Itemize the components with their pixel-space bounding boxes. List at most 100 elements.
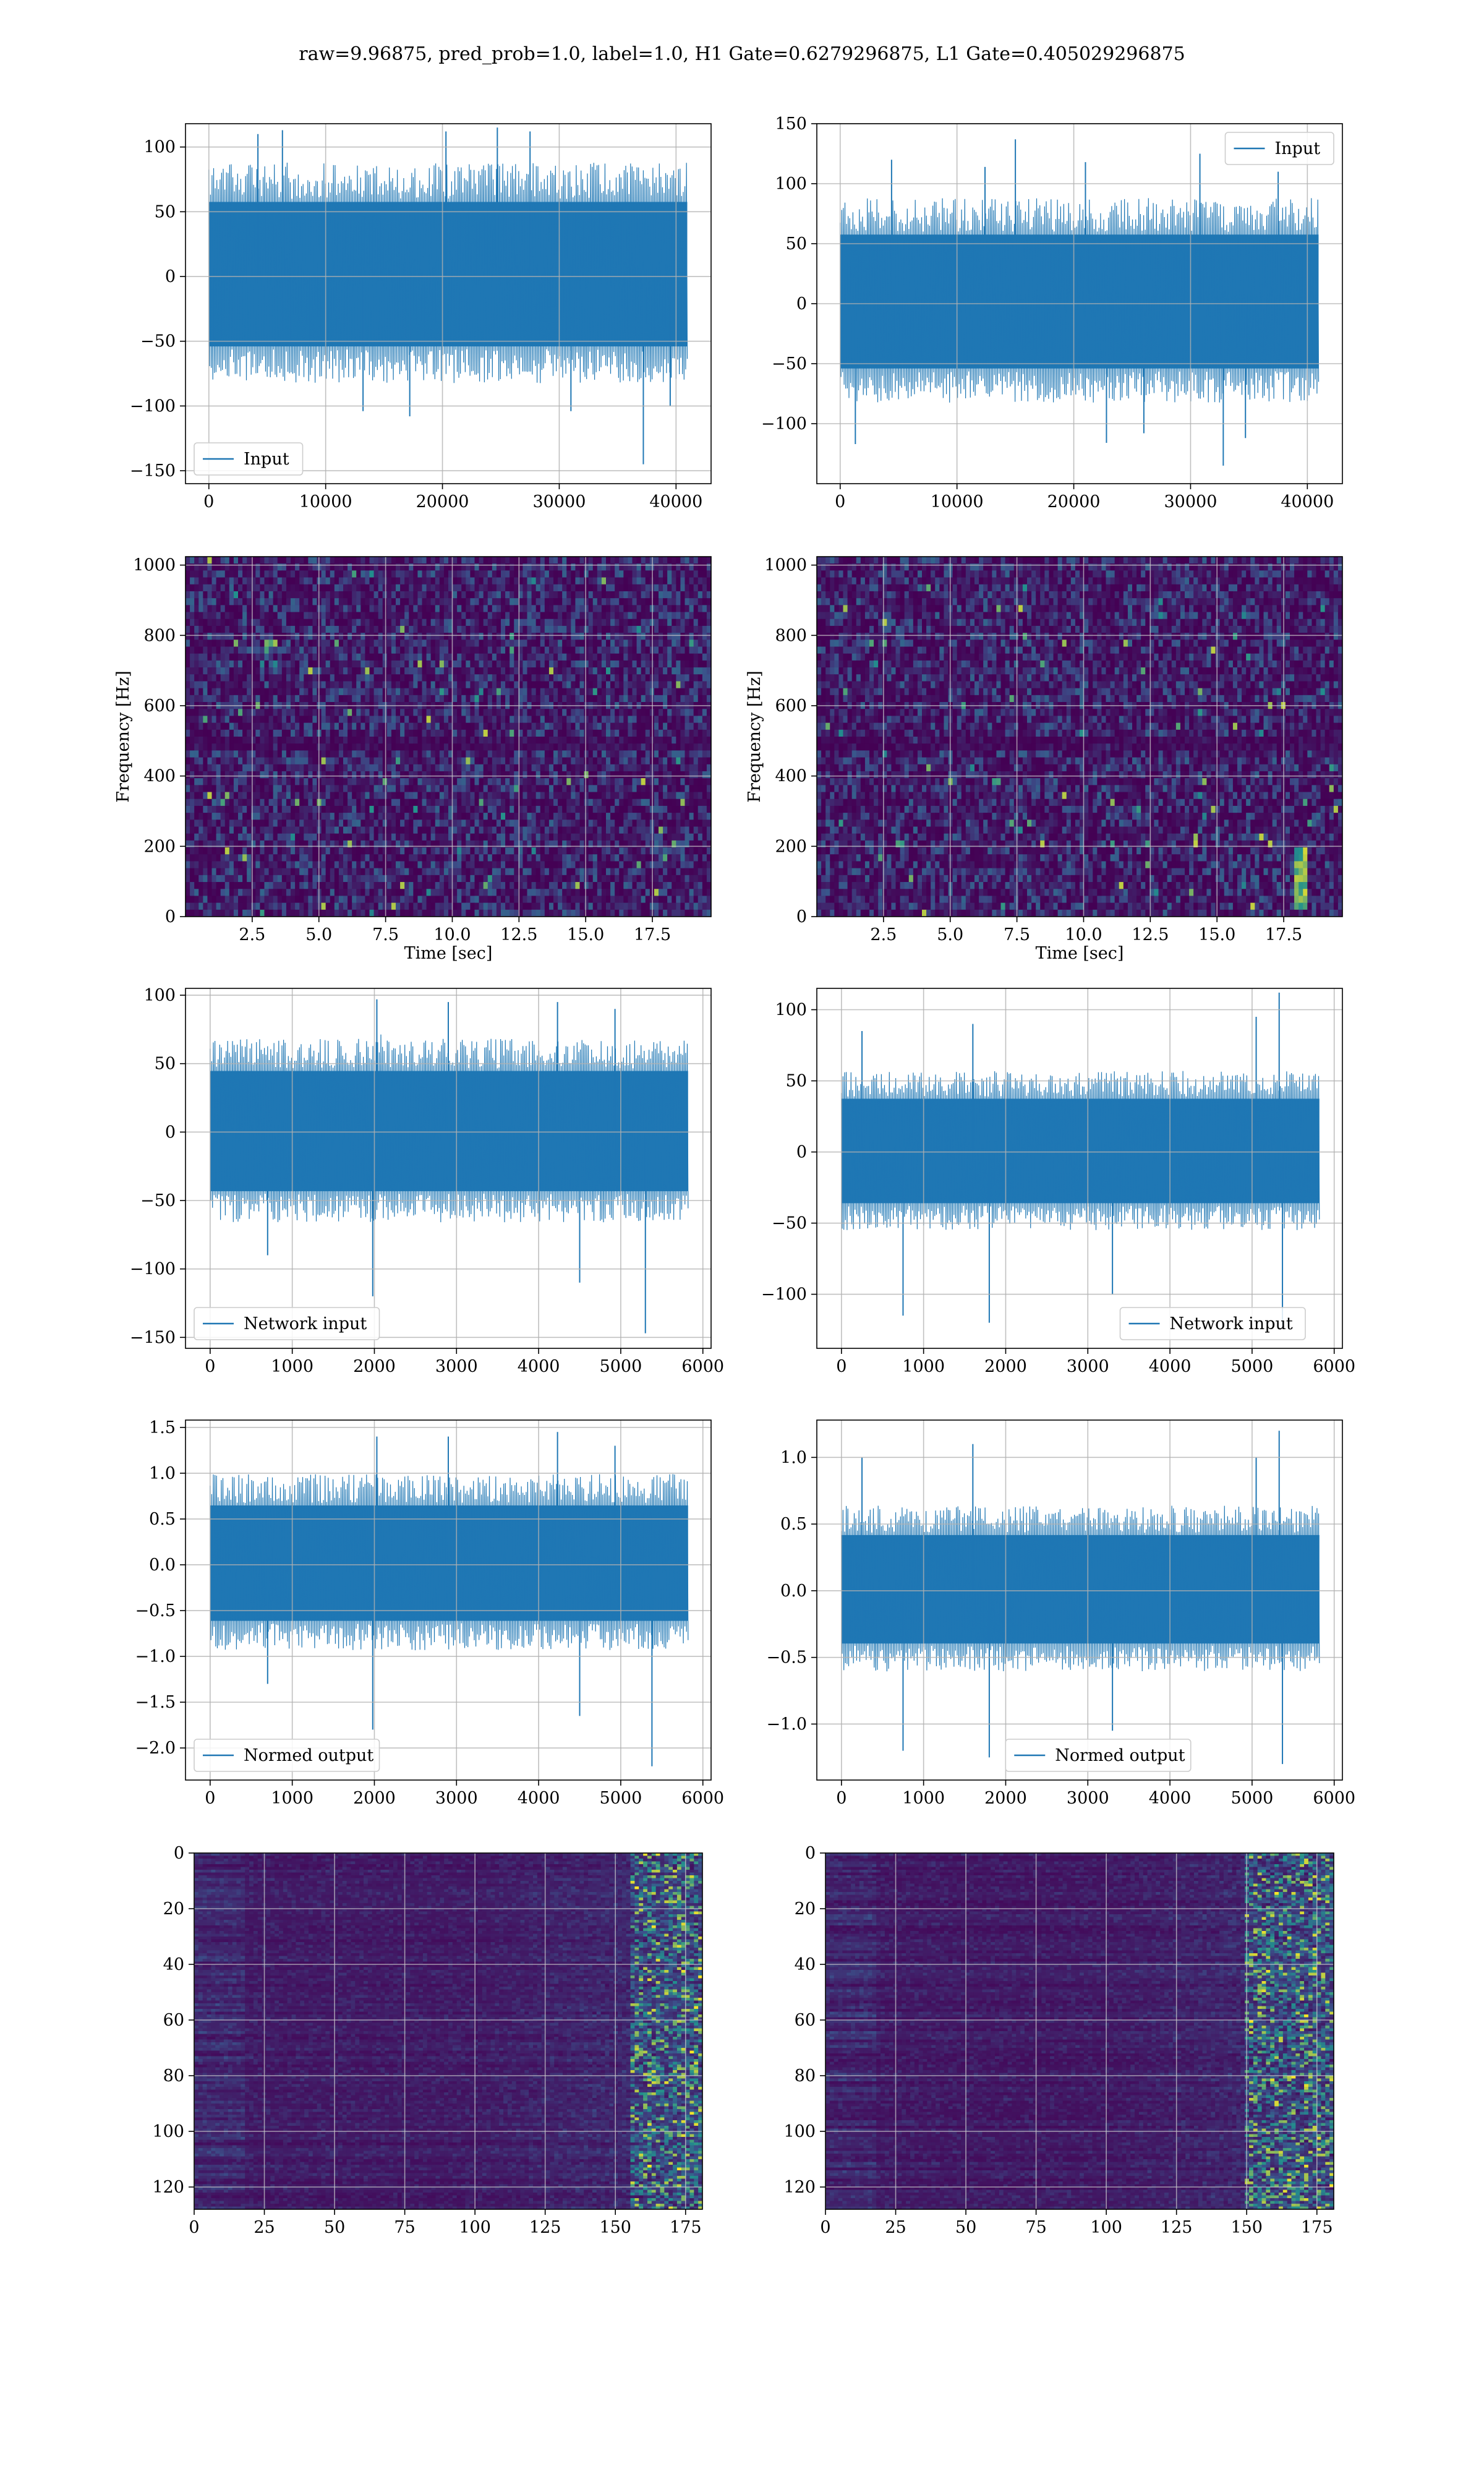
y-tick-label: −50 xyxy=(772,1214,807,1233)
series-line xyxy=(840,198,1320,403)
x-tick-label: 15.0 xyxy=(567,925,604,944)
x-tick-label: 6000 xyxy=(681,1357,724,1376)
y-tick-label: −0.5 xyxy=(766,1648,807,1667)
y-tick-label: 100 xyxy=(775,174,807,194)
x-tick-label: 0 xyxy=(189,2218,199,2237)
legend: Input xyxy=(194,442,304,476)
y-tick-label: 600 xyxy=(143,696,176,716)
y-tick-label: 50 xyxy=(155,1055,176,1074)
tick-labels: 2.5 5.0 7.5 10.0 12.5 15.0 17.5 0 200 400 600 800 10… xyxy=(764,556,1302,944)
x-tick-label: 0 xyxy=(205,1789,215,1808)
tick-labels: 0 1000 2000 3000 4000 5000 6000 −100 −50 0 50 100 xyxy=(761,1001,1355,1376)
y-tick-label: 80 xyxy=(795,2066,816,2086)
panel-r4c0: 0 25 50 75 100 125 150 175 0 20 40 60 80 100 120 xyxy=(152,1844,703,2237)
y-tick-label: 0.5 xyxy=(780,1515,807,1534)
tick-labels: 0 1000 2000 3000 4000 5000 6000 −150 −100 −50 0 50 1… xyxy=(130,986,724,1376)
x-tick-label: 75 xyxy=(1025,2218,1046,2237)
x-tick-label: 7.5 xyxy=(372,925,399,944)
x-tick-label: 4000 xyxy=(518,1357,560,1376)
x-tick-label: 2000 xyxy=(353,1357,396,1376)
legend-label: Input xyxy=(1275,139,1321,158)
y-tick-label: 60 xyxy=(163,2011,184,2030)
y-tick-label: 60 xyxy=(795,2011,816,2030)
x-tick-label: 25 xyxy=(885,2218,906,2237)
x-tick-label: 10000 xyxy=(931,492,984,511)
y-tick-label: −50 xyxy=(140,1191,176,1210)
series-line xyxy=(841,1071,1320,1230)
x-tick-label: 0 xyxy=(203,492,214,511)
x-tick-label: 50 xyxy=(955,2218,976,2237)
y-tick-label: 80 xyxy=(163,2066,184,2086)
gridlines xyxy=(194,1852,702,2209)
legend: Input xyxy=(1224,132,1334,165)
x-tick-label: 30000 xyxy=(532,492,586,511)
x-tick-label: 7.5 xyxy=(1004,925,1030,944)
axes-frame xyxy=(194,1852,703,2210)
gridlines xyxy=(817,123,1342,484)
x-tick-label: 0 xyxy=(835,492,845,511)
x-tick-label: 175 xyxy=(670,2218,702,2237)
x-tick-label: 10.0 xyxy=(1065,925,1102,944)
x-tick-label: 5000 xyxy=(1231,1357,1274,1376)
x-tick-label: 2.5 xyxy=(870,925,897,944)
heatmap-cells xyxy=(186,557,711,917)
legend: Network input xyxy=(1119,1307,1306,1340)
y-tick-label: 50 xyxy=(155,202,176,221)
y-tick-label: 1.5 xyxy=(149,1418,176,1437)
heatmap-cells xyxy=(825,1853,1334,2209)
y-tick-label: 600 xyxy=(775,696,807,716)
y-tick-label: 1000 xyxy=(133,556,176,575)
panel-r2c1: 0 1000 2000 3000 4000 5000 6000 −100 −50 0 50 100 Ne… xyxy=(761,988,1355,1376)
axes-frame xyxy=(816,556,1343,917)
heatmap-cells xyxy=(194,1853,702,2209)
tick-labels: 0 1000 2000 3000 4000 5000 6000 −2.0 −1.5 −1.0 −0.… xyxy=(135,1418,724,1808)
x-tick-label: 6000 xyxy=(1313,1789,1355,1808)
legend: Normed output xyxy=(1005,1739,1192,1772)
y-tick-label: 0 xyxy=(796,1143,807,1162)
tick-labels: 2.5 5.0 7.5 10.0 12.5 15.0 17.5 0 200 400 600 800 10… xyxy=(133,556,671,944)
legend-label: Network input xyxy=(1170,1314,1293,1333)
y-tick-label: −100 xyxy=(130,1260,176,1279)
y-tick-label: 1000 xyxy=(764,556,807,575)
gridlines xyxy=(817,988,1342,1348)
x-tick-label: 5.0 xyxy=(937,925,963,944)
y-tick-label: 0.0 xyxy=(780,1582,807,1601)
x-tick-label: 1000 xyxy=(902,1357,945,1376)
y-tick-label: −100 xyxy=(130,396,176,416)
y-tick-label: 1.0 xyxy=(149,1464,176,1483)
x-tick-label: 20000 xyxy=(1047,492,1101,511)
spikes xyxy=(257,127,671,464)
axes-frame xyxy=(816,1419,1343,1781)
x-tick-label: 5000 xyxy=(1231,1789,1274,1808)
x-tick-label: 1000 xyxy=(271,1357,313,1376)
x-tick-label: 0 xyxy=(836,1357,846,1376)
y-tick-label: 100 xyxy=(143,986,176,1005)
x-tick-label: 125 xyxy=(529,2218,561,2237)
x-axis-label: Time [sec] xyxy=(1036,944,1124,963)
y-tick-label: 0.0 xyxy=(149,1556,176,1575)
y-tick-label: 200 xyxy=(775,837,807,856)
x-tick-label: 2000 xyxy=(984,1789,1027,1808)
axes-frame xyxy=(185,1419,712,1781)
x-tick-label: 175 xyxy=(1301,2218,1333,2237)
gridlines xyxy=(817,1420,1342,1780)
y-tick-label: 100 xyxy=(775,1001,807,1020)
x-tick-label: 40000 xyxy=(1281,492,1334,511)
y-tick-label: 0 xyxy=(796,294,807,314)
y-axis-label: Frequency [Hz] xyxy=(745,670,764,802)
x-tick-label: 6000 xyxy=(681,1789,724,1808)
x-tick-label: 5000 xyxy=(600,1789,642,1808)
x-tick-label: 100 xyxy=(1090,2218,1122,2237)
y-tick-label: −1.5 xyxy=(135,1693,176,1712)
gridlines xyxy=(186,988,711,1348)
y-tick-label: −2.0 xyxy=(135,1739,176,1758)
tick-labels: 0 10000 20000 30000 40000 −150 −100 −50 0 50 100 xyxy=(130,138,702,511)
legend: Network input xyxy=(194,1307,380,1340)
y-tick-label: −100 xyxy=(761,1285,807,1304)
panel-r1c1: 2.5 5.0 7.5 10.0 12.5 15.0 17.5 0 200 400 600 800 10… xyxy=(745,556,1343,963)
gridlines xyxy=(186,1420,711,1780)
y-tick-label: 150 xyxy=(775,114,807,134)
panel-r3c1: 0 1000 2000 3000 4000 5000 6000 −1.0 −0.5 0.0 0.5 1… xyxy=(766,1419,1355,1808)
axes-frame xyxy=(185,123,712,484)
x-tick-label: 17.5 xyxy=(1265,925,1302,944)
